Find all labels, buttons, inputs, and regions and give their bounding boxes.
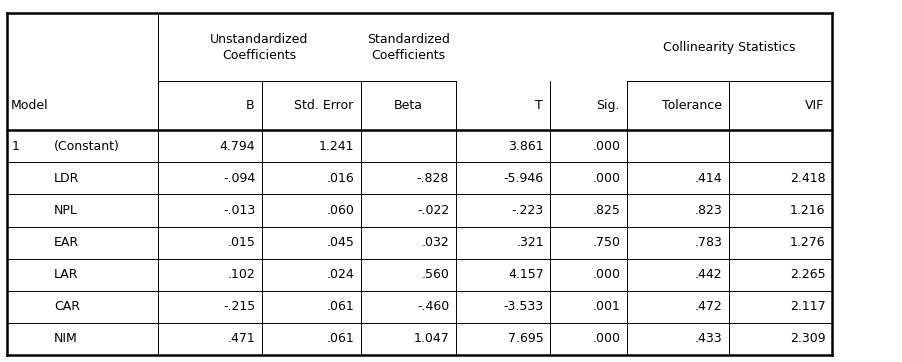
Text: .102: .102 bbox=[227, 268, 255, 281]
Text: -.828: -.828 bbox=[417, 172, 449, 185]
Text: -.460: -.460 bbox=[417, 300, 449, 313]
Text: 2.309: 2.309 bbox=[790, 332, 825, 345]
Text: 1.047: 1.047 bbox=[413, 332, 449, 345]
Text: 4.794: 4.794 bbox=[220, 140, 255, 153]
Text: .471: .471 bbox=[227, 332, 255, 345]
Text: .825: .825 bbox=[593, 204, 621, 217]
Text: .000: .000 bbox=[593, 268, 621, 281]
Text: .750: .750 bbox=[593, 236, 621, 249]
Text: .433: .433 bbox=[695, 332, 723, 345]
Text: 2.265: 2.265 bbox=[790, 268, 825, 281]
Text: -.215: -.215 bbox=[223, 300, 255, 313]
Text: Beta: Beta bbox=[393, 100, 423, 112]
Text: 7.695: 7.695 bbox=[508, 332, 544, 345]
Text: EAR: EAR bbox=[54, 236, 79, 249]
Text: .442: .442 bbox=[695, 268, 723, 281]
Text: .016: .016 bbox=[327, 172, 354, 185]
Text: LDR: LDR bbox=[54, 172, 79, 185]
Text: T: T bbox=[535, 100, 543, 112]
Text: Unstandardized
Coefficients: Unstandardized Coefficients bbox=[210, 33, 308, 62]
Text: Collinearity Statistics: Collinearity Statistics bbox=[663, 41, 796, 54]
Text: -.223: -.223 bbox=[511, 204, 544, 217]
Text: .032: .032 bbox=[421, 236, 449, 249]
Text: NIM: NIM bbox=[54, 332, 78, 345]
Text: .000: .000 bbox=[593, 140, 621, 153]
Text: 2.418: 2.418 bbox=[790, 172, 825, 185]
Text: -.013: -.013 bbox=[223, 204, 255, 217]
Text: .061: .061 bbox=[327, 332, 354, 345]
Text: 1.216: 1.216 bbox=[790, 204, 825, 217]
Text: .414: .414 bbox=[695, 172, 723, 185]
Text: .000: .000 bbox=[593, 172, 621, 185]
Text: Model: Model bbox=[11, 100, 49, 112]
Text: -5.946: -5.946 bbox=[504, 172, 544, 185]
Text: 2.117: 2.117 bbox=[790, 300, 825, 313]
Text: 1.276: 1.276 bbox=[790, 236, 825, 249]
Text: 3.861: 3.861 bbox=[509, 140, 544, 153]
Text: 1.241: 1.241 bbox=[319, 140, 354, 153]
Text: .045: .045 bbox=[327, 236, 354, 249]
Text: .823: .823 bbox=[695, 204, 723, 217]
Text: NPL: NPL bbox=[54, 204, 78, 217]
Text: .061: .061 bbox=[327, 300, 354, 313]
Text: .000: .000 bbox=[593, 332, 621, 345]
Text: Standardized
Coefficients: Standardized Coefficients bbox=[367, 33, 449, 62]
Text: LAR: LAR bbox=[54, 268, 78, 281]
Text: .024: .024 bbox=[327, 268, 354, 281]
Text: CAR: CAR bbox=[54, 300, 80, 313]
Text: .015: .015 bbox=[227, 236, 255, 249]
Text: .783: .783 bbox=[695, 236, 723, 249]
Text: -3.533: -3.533 bbox=[504, 300, 544, 313]
Text: .560: .560 bbox=[421, 268, 449, 281]
Text: -.022: -.022 bbox=[417, 204, 449, 217]
Text: VIF: VIF bbox=[805, 100, 824, 112]
Text: B: B bbox=[245, 100, 254, 112]
Text: Std. Error: Std. Error bbox=[294, 100, 354, 112]
Text: 1: 1 bbox=[12, 140, 20, 153]
Text: .472: .472 bbox=[695, 300, 723, 313]
Text: .060: .060 bbox=[327, 204, 354, 217]
Text: 4.157: 4.157 bbox=[508, 268, 544, 281]
Text: Sig.: Sig. bbox=[596, 100, 620, 112]
Text: -.094: -.094 bbox=[223, 172, 255, 185]
Text: (Constant): (Constant) bbox=[54, 140, 120, 153]
Text: Tolerance: Tolerance bbox=[661, 100, 722, 112]
Text: .321: .321 bbox=[516, 236, 544, 249]
Text: .001: .001 bbox=[593, 300, 621, 313]
